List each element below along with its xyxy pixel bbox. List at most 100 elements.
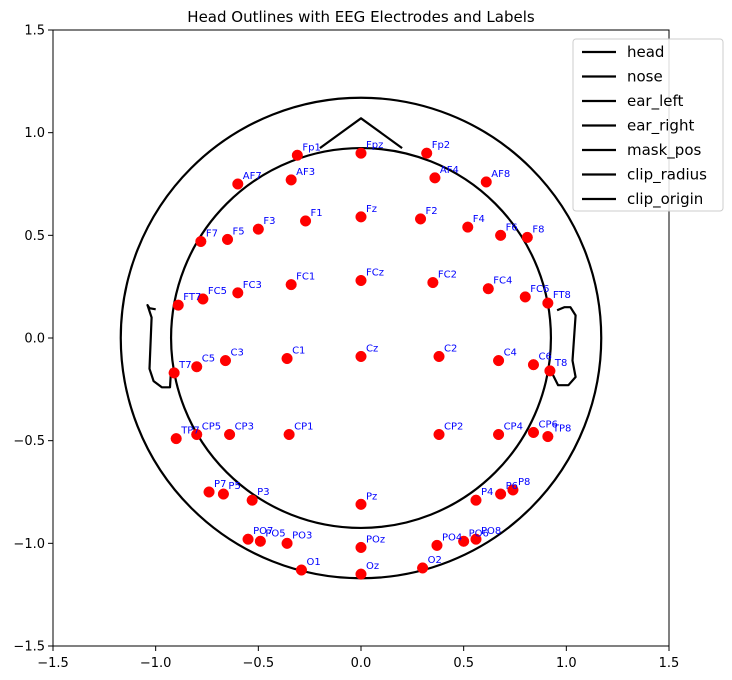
- electrode-label: Fp1: [302, 142, 320, 153]
- electrode-label: P3: [257, 487, 269, 498]
- electrode-label: PO8: [481, 526, 501, 537]
- electrode-point: [521, 231, 533, 243]
- electrode-point: [355, 498, 367, 510]
- electrode-label: CP1: [294, 422, 313, 433]
- electrode-label: T7: [178, 360, 191, 371]
- electrode-label: FC4: [493, 276, 512, 287]
- electrode-label: C4: [504, 348, 517, 359]
- electrode-label: F7: [206, 228, 218, 239]
- electrode-point: [285, 279, 297, 291]
- electrode-point: [203, 486, 215, 498]
- chart-title: Head Outlines with EEG Electrodes and La…: [187, 8, 535, 26]
- electrode-label: TP7: [180, 426, 200, 437]
- electrode-label: O2: [428, 555, 442, 566]
- electrode-point: [355, 211, 367, 223]
- y-tick-label: −1.5: [13, 640, 45, 655]
- x-tick-label: 1.5: [659, 656, 680, 671]
- electrode-label: FC6: [530, 284, 549, 295]
- electrode-point: [495, 488, 507, 500]
- electrode-point: [232, 178, 244, 190]
- electrode-label: PO7: [253, 526, 273, 537]
- electrode-markers: [168, 147, 556, 580]
- y-tick-label: 0.5: [24, 229, 45, 244]
- electrode-label: FC5: [208, 286, 227, 297]
- electrode-label: P5: [228, 481, 240, 492]
- electrode-point: [283, 428, 295, 441]
- electrode-point: [470, 533, 482, 545]
- electrode-label: P8: [518, 477, 530, 488]
- y-tick-label: −1.0: [13, 537, 45, 552]
- y-tick-label: 1.5: [24, 24, 45, 39]
- electrode-point: [246, 494, 258, 506]
- electrode-label: FT8: [553, 290, 571, 301]
- electrode-point: [291, 149, 303, 161]
- electrode-point: [221, 233, 234, 245]
- electrode-label: CP3: [235, 422, 254, 433]
- electrode-label: P4: [481, 487, 493, 498]
- electrode-label: TP8: [552, 424, 572, 435]
- y-axis: −1.5 −1.0 −0.5 0.0 0.5 1.0 1.5: [13, 24, 53, 655]
- electrode-point: [493, 428, 505, 441]
- electrode-label: C5: [202, 354, 215, 365]
- electrode-label: Oz: [366, 561, 379, 572]
- electrode-point: [433, 350, 445, 363]
- electrode-label: CP4: [504, 422, 523, 433]
- electrode-point: [493, 355, 505, 367]
- electrode-label: O1: [306, 557, 320, 568]
- x-axis: −1.5 −1.0 −0.5 0.0 0.5 1.0 1.5: [37, 646, 679, 671]
- electrode-label: PO5: [265, 528, 285, 539]
- legend-label: ear_left: [627, 92, 684, 111]
- electrode-label: CP5: [202, 422, 221, 433]
- electrode-point: [300, 215, 312, 227]
- electrode-point: [507, 484, 519, 496]
- electrode-label: F4: [473, 214, 485, 225]
- electrode-label: P6: [506, 481, 518, 492]
- electrode-point: [542, 431, 554, 443]
- electrode-point: [482, 283, 494, 295]
- electrode-point: [527, 359, 540, 371]
- electrode-point: [470, 494, 482, 506]
- electrode-point: [480, 176, 492, 188]
- axes-frame: [52, 29, 670, 647]
- electrode-label: T8: [554, 358, 567, 369]
- electrode-label: PO6: [469, 528, 489, 539]
- electrode-point: [217, 488, 229, 500]
- electrode-label: F2: [426, 206, 438, 217]
- x-tick-label: 0.0: [351, 656, 372, 671]
- electrode-point: [462, 221, 474, 233]
- electrode-label: F6: [506, 222, 518, 233]
- electrode-point: [429, 172, 441, 184]
- electrode-point: [254, 535, 266, 547]
- x-tick-label: 0.5: [453, 656, 474, 671]
- legend-label: head: [627, 43, 664, 61]
- ear-left-outline: [146, 304, 173, 389]
- electrode-label: C2: [444, 343, 457, 354]
- electrode-point: [295, 564, 308, 576]
- electrode-point: [414, 213, 427, 225]
- electrode-point: [542, 297, 554, 309]
- electrode-label: F5: [233, 226, 245, 237]
- electrode-labels: Fp1 Fpz Fp2 AF7 AF3 AF4 AF8 F7 F5 F3 F1 Fz F2 F4 F6 F8 F…: [178, 140, 571, 572]
- electrode-point: [224, 428, 236, 441]
- electrode-label: FC2: [438, 270, 457, 281]
- electrode-point: [544, 365, 556, 377]
- electrode-point: [219, 355, 232, 367]
- electrode-label: CP6: [538, 419, 557, 430]
- electrode-label: Fz: [366, 204, 377, 215]
- electrode-point: [355, 541, 367, 553]
- electrode-point: [433, 428, 445, 441]
- electrode-label: P7: [214, 479, 226, 490]
- electrode-label: AF4: [440, 165, 459, 176]
- electrode-point: [355, 350, 367, 363]
- x-tick-label: −1.5: [37, 656, 69, 671]
- plot-area: [119, 96, 603, 580]
- electrode-point: [421, 147, 433, 159]
- legend-label: mask_pos: [627, 141, 702, 160]
- y-tick-label: 0.0: [24, 332, 45, 347]
- legend-label: ear_right: [627, 117, 694, 136]
- legend-label: clip_origin: [627, 190, 703, 209]
- electrode-label: CP2: [444, 422, 463, 433]
- electrode-point: [281, 537, 293, 549]
- x-tick-label: −0.5: [243, 656, 275, 671]
- y-tick-label: −0.5: [13, 434, 45, 449]
